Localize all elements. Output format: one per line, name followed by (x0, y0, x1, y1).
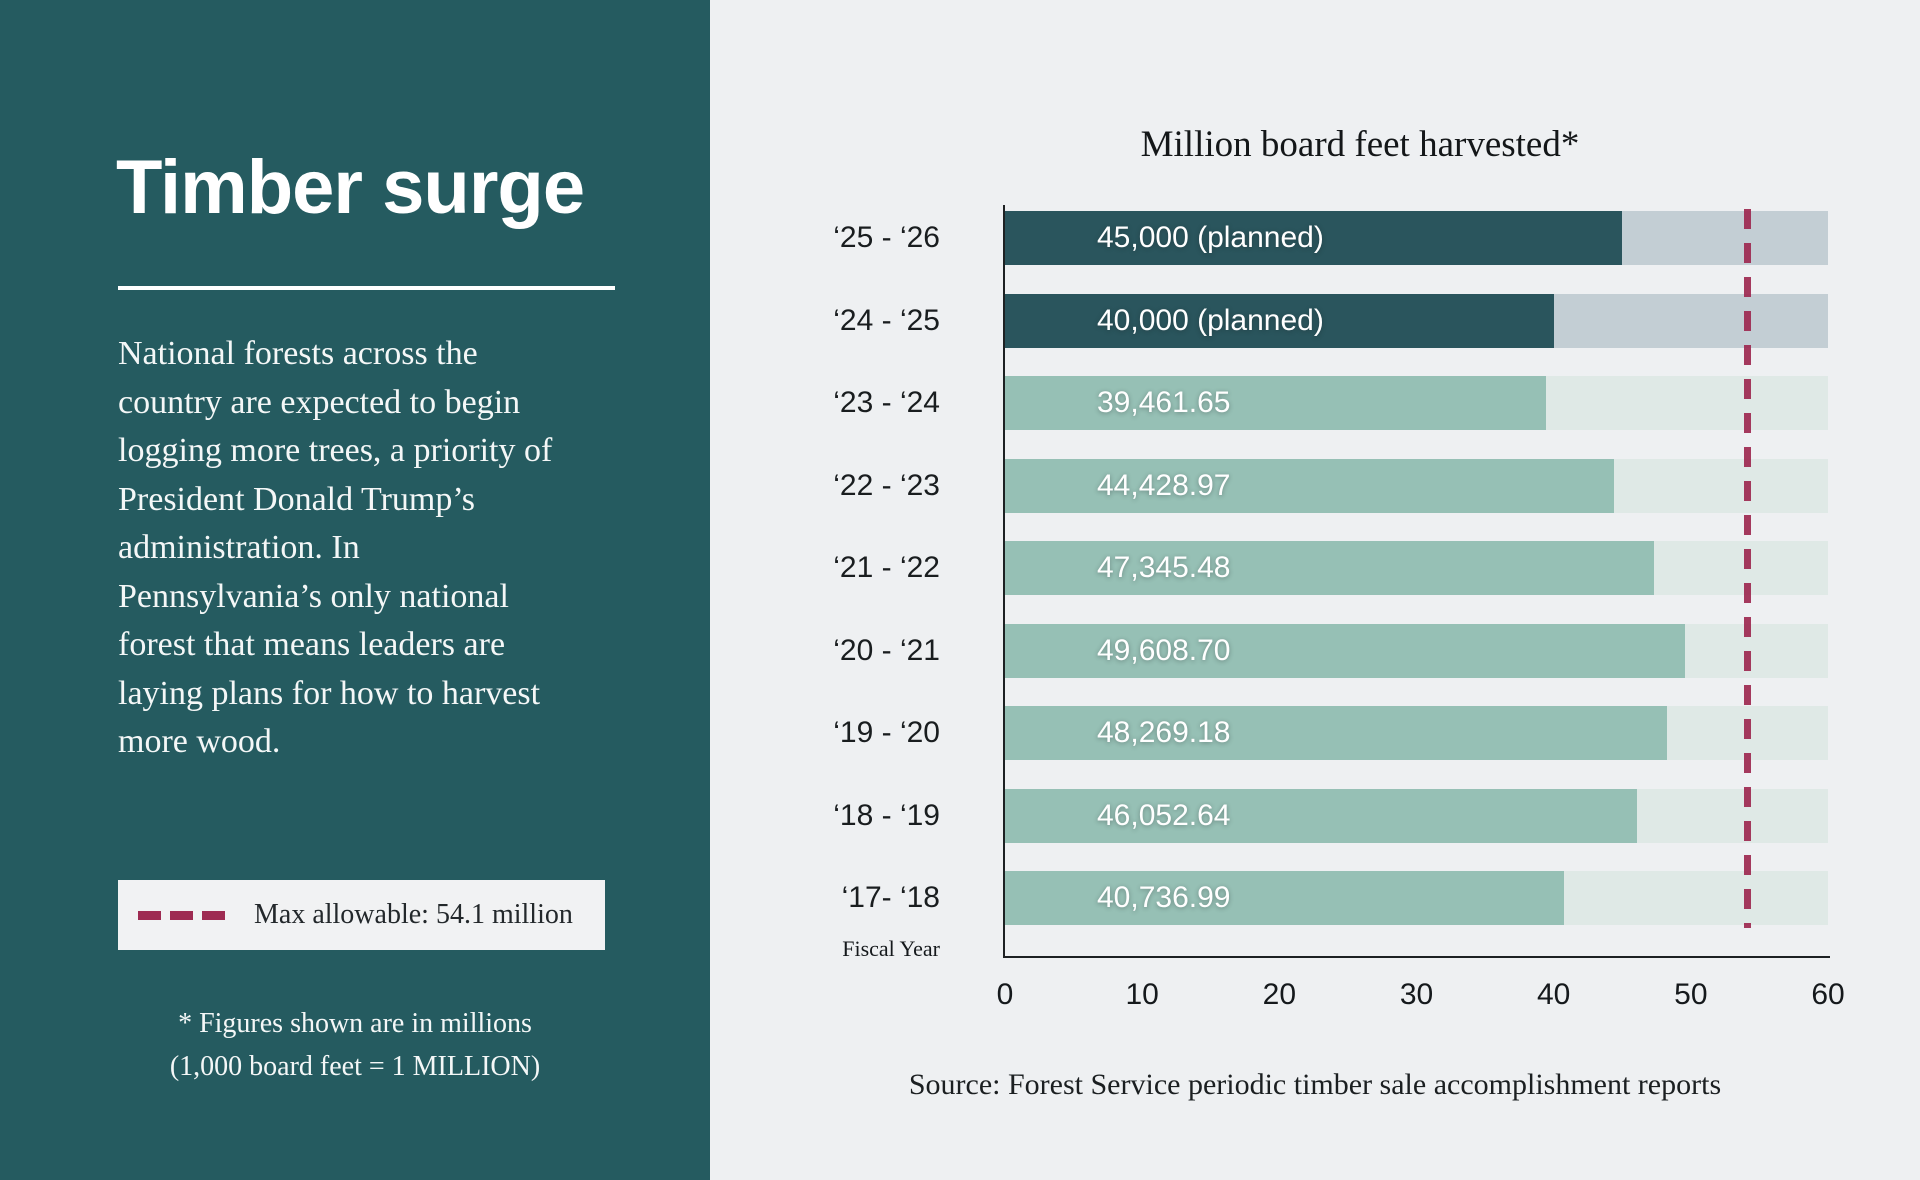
x-tick-label: 50 (1674, 978, 1708, 1011)
x-tick-label: 20 (1262, 978, 1297, 1011)
bar-fill: 40,736.99 (1005, 871, 1564, 925)
bar-fill: 44,428.97 (1005, 458, 1614, 513)
x-tick-label: 10 (1125, 978, 1159, 1011)
fiscal-year-label: ‘24 - ‘25 (833, 303, 940, 337)
fiscal-year-label: ‘22 - ‘23 (833, 468, 940, 502)
fiscal-year-label: ‘17- ‘18 (841, 881, 940, 914)
bar-fill: 47,345.48 (1005, 541, 1654, 595)
page-title: Timber surge (116, 145, 585, 230)
fiscal-year-label: ‘20 - ‘21 (833, 633, 940, 667)
bar-value-label: 40,736.99 (1097, 881, 1231, 914)
bar-fill: 40,000 (planned) (1005, 293, 1554, 348)
bar-value-label: 45,000 (planned) (1097, 221, 1324, 254)
fiscal-year-label: ‘21 - ‘22 (833, 551, 940, 584)
x-tick-label: 0 (996, 978, 1014, 1011)
intro-line: logging more trees, a priority of (118, 432, 553, 469)
chart-area: Million board feet harvested* ‘25 - ‘26 4… (710, 0, 1920, 1180)
intro-line: laying plans for how to harvest (118, 674, 541, 712)
bar-track: 49,608.70 (1005, 623, 1828, 678)
bar-value-label: 44,428.97 (1097, 468, 1231, 502)
bar-value-label: 46,052.64 (1097, 798, 1231, 832)
bar-track: 45,000 (planned) (1005, 211, 1828, 265)
bar-track: 40,000 (planned) (1005, 293, 1828, 348)
bar-value-label: 49,608.70 (1097, 633, 1231, 667)
bar-track: 44,428.97 (1005, 458, 1828, 513)
fiscal-year-label: ‘19 - ‘20 (833, 716, 940, 749)
footnote-line-1: * Figures shown are in millions (178, 1008, 532, 1039)
bar-track: 40,736.99 (1005, 871, 1828, 925)
bar-value-label: 48,269.18 (1097, 716, 1231, 749)
intro-text: National forests across the country are e… (118, 330, 552, 767)
bar-track: 46,052.64 (1005, 788, 1828, 843)
bar-track: 47,345.48 (1005, 541, 1828, 595)
legend-label: Max allowable: 54.1 million (254, 899, 573, 930)
bar-fill: 48,269.18 (1005, 706, 1667, 760)
max-allowable-legend: Max allowable: 54.1 million (118, 880, 605, 950)
intro-line: more wood. (118, 723, 281, 760)
dashed-line-icon (138, 910, 225, 920)
left-panel: Timber surge National forests across the… (0, 0, 710, 1180)
max-allowable-line (1743, 209, 1751, 928)
bar-fill: 45,000 (planned) (1005, 211, 1622, 265)
fiscal-year-label: ‘23 - ‘24 (833, 386, 940, 419)
footnote-line-2: (1,000 board feet = 1 MILLION) (169, 1051, 541, 1082)
fiscal-year-axis-label: Fiscal Year (842, 936, 940, 961)
intro-line: country are expected to begin (118, 383, 521, 421)
bar-track: 48,269.18 (1005, 706, 1828, 760)
chart-title: Million board feet harvested* (1140, 124, 1580, 165)
intro-line: Pennsylvania’s only national (118, 577, 509, 615)
bar-value-label: 47,345.48 (1097, 551, 1231, 584)
x-tick-label: 30 (1399, 978, 1434, 1011)
x-axis-line (1003, 956, 1830, 958)
title-underline (118, 286, 615, 290)
intro-line: National forests across the (118, 335, 478, 372)
bar-fill: 39,461.65 (1005, 376, 1546, 430)
intro-line: administration. In (118, 529, 360, 566)
x-tick-label: 40 (1536, 978, 1571, 1011)
y-axis-line (1003, 205, 1005, 957)
bar-value-label: 40,000 (planned) (1097, 303, 1324, 337)
intro-line: President Donald Trump’s (118, 480, 476, 518)
fiscal-year-label: ‘18 - ‘19 (833, 798, 940, 832)
fiscal-year-label: ‘25 - ‘26 (833, 221, 940, 254)
bar-value-label: 39,461.65 (1097, 386, 1231, 419)
intro-line: forest that means leaders are (118, 626, 506, 663)
x-tick-label: 60 (1811, 978, 1845, 1011)
bar-fill: 49,608.70 (1005, 623, 1685, 678)
footnote: * Figures shown are in millions (1,000 b… (0, 1002, 710, 1088)
bar-fill: 46,052.64 (1005, 788, 1637, 843)
bar-track: 39,461.65 (1005, 376, 1828, 430)
source-line: Source: Forest Service periodic timber s… (908, 1068, 1722, 1101)
